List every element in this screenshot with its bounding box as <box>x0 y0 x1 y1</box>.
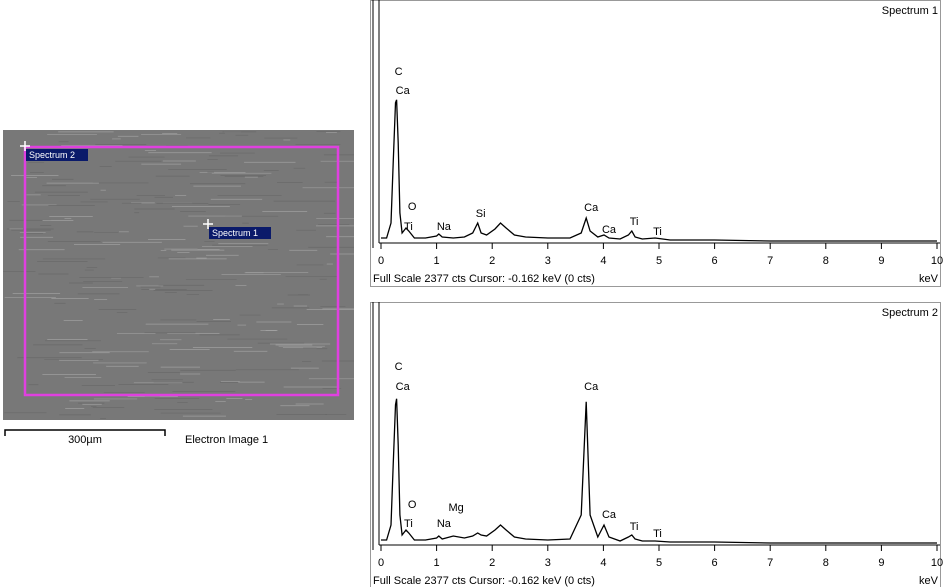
panel-frame <box>370 0 941 287</box>
scale-label: 300µm <box>68 434 102 446</box>
x-tick-label: 9 <box>878 255 884 267</box>
x-tick-label: 4 <box>600 557 606 569</box>
peak-label: O <box>408 499 417 511</box>
peak-label: Ti <box>653 226 662 238</box>
x-tick-label: 3 <box>545 255 551 267</box>
footer: Full Scale 2377 cts Cursor: -0.162 keV (… <box>373 575 595 587</box>
spectrum-line <box>381 99 937 242</box>
spectrum-line <box>381 398 937 544</box>
x-tick-label: 6 <box>712 557 718 569</box>
selection-box <box>23 145 340 397</box>
x-tick-label: 5 <box>656 557 662 569</box>
peak-label: Ca <box>396 85 411 97</box>
peak-label: Na <box>437 221 452 233</box>
x-tick-label: 2 <box>489 255 495 267</box>
peak-label: Ca <box>602 224 617 236</box>
spectrum-title: Spectrum 2 <box>882 307 938 319</box>
x-tick-label: 10 <box>931 557 943 569</box>
peak-label: Ca <box>396 381 411 393</box>
peak-label: O <box>408 201 417 213</box>
electron-image: Spectrum 2 Spectrum 1 300µm Electron Ima… <box>3 130 354 446</box>
x-tick-label: 3 <box>545 557 551 569</box>
peak-label: Ca <box>602 509 617 521</box>
crosshair <box>20 141 30 151</box>
x-tick-label: 7 <box>767 557 773 569</box>
spectrum-title: Spectrum 1 <box>882 5 938 17</box>
peak-label: Si <box>476 208 486 220</box>
x-tick-label: 9 <box>878 557 884 569</box>
peak-label: Ti <box>653 528 662 540</box>
peak-label: Ti <box>630 521 639 533</box>
image-caption: Electron Image 1 <box>185 434 268 446</box>
x-tick-label: 0 <box>378 557 384 569</box>
peak-label: Ti <box>404 221 413 233</box>
peak-label: Ti <box>404 518 413 530</box>
peak-label: C <box>395 361 403 373</box>
x-tick-label: 7 <box>767 255 773 267</box>
x-tick-label: 2 <box>489 557 495 569</box>
marker-bg <box>26 149 88 161</box>
x-tick-label: 8 <box>823 255 829 267</box>
x-tick-label: 8 <box>823 557 829 569</box>
peak-label: Ca <box>584 202 599 214</box>
texture <box>3 131 354 419</box>
peak-label: Ti <box>630 216 639 228</box>
panel-frame <box>370 302 941 587</box>
scale-bar <box>4 429 166 436</box>
x-axis-label: keV <box>919 575 939 587</box>
x-tick-label: 4 <box>600 255 606 267</box>
marker-label: Spectrum 1 <box>212 228 258 238</box>
footer: Full Scale 2377 cts Cursor: -0.162 keV (… <box>373 273 595 285</box>
x-tick-label: 6 <box>712 255 718 267</box>
x-axis-label: keV <box>919 273 939 285</box>
peak-label: Mg <box>449 502 464 514</box>
marker-bg <box>209 227 271 239</box>
x-tick-label: 1 <box>434 255 440 267</box>
peak-label: Na <box>437 518 452 530</box>
x-tick-label: 0 <box>378 255 384 267</box>
x-tick-label: 5 <box>656 255 662 267</box>
marker-label: Spectrum 2 <box>29 150 75 160</box>
crosshair <box>203 219 213 229</box>
peak-label: C <box>395 66 403 78</box>
sem-image <box>3 130 354 420</box>
x-tick-label: 10 <box>931 255 943 267</box>
x-tick-label: 1 <box>434 557 440 569</box>
peak-label: Ca <box>584 381 599 393</box>
